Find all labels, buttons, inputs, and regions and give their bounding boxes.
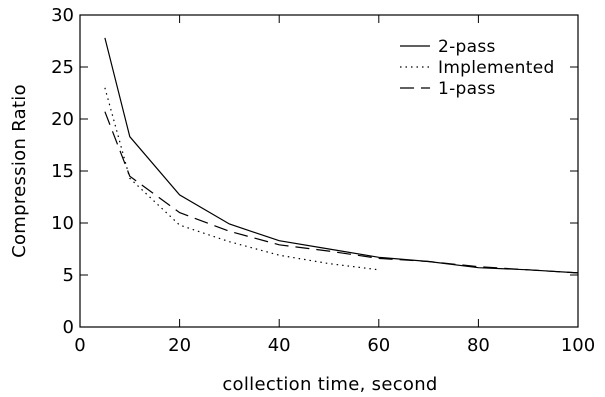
x-tick-label: 100 [561,335,595,356]
legend-label-implemented: Implemented [438,58,555,78]
x-tick-label: 60 [367,335,390,356]
x-axis-label: collection time, second [222,374,437,395]
series-group [104,37,579,274]
x-tick-label: 0 [74,335,85,356]
series-line-1-pass [104,111,579,274]
y-tick-label: 30 [51,5,74,26]
series-line-2-pass [104,37,579,274]
y-tick-label: 5 [63,265,74,286]
x-tick-label: 80 [467,335,490,356]
legend-label-1-pass: 1-pass [438,79,496,99]
axes: 0 20 40 60 80 100 0 5 10 15 20 25 30 [51,5,595,356]
y-axis-label: Compression Ratio [9,84,30,258]
y-tick-label: 15 [51,161,74,182]
y-tick-label: 10 [51,213,74,234]
legend-label-2-pass: 2-pass [438,37,496,57]
y-tick-label: 20 [51,109,74,130]
x-tick-label: 20 [168,335,191,356]
series-line-implemented [104,87,379,271]
x-tick-label: 40 [268,335,291,356]
y-tick-label: 25 [51,57,74,78]
y-tick-label: 0 [63,317,74,338]
